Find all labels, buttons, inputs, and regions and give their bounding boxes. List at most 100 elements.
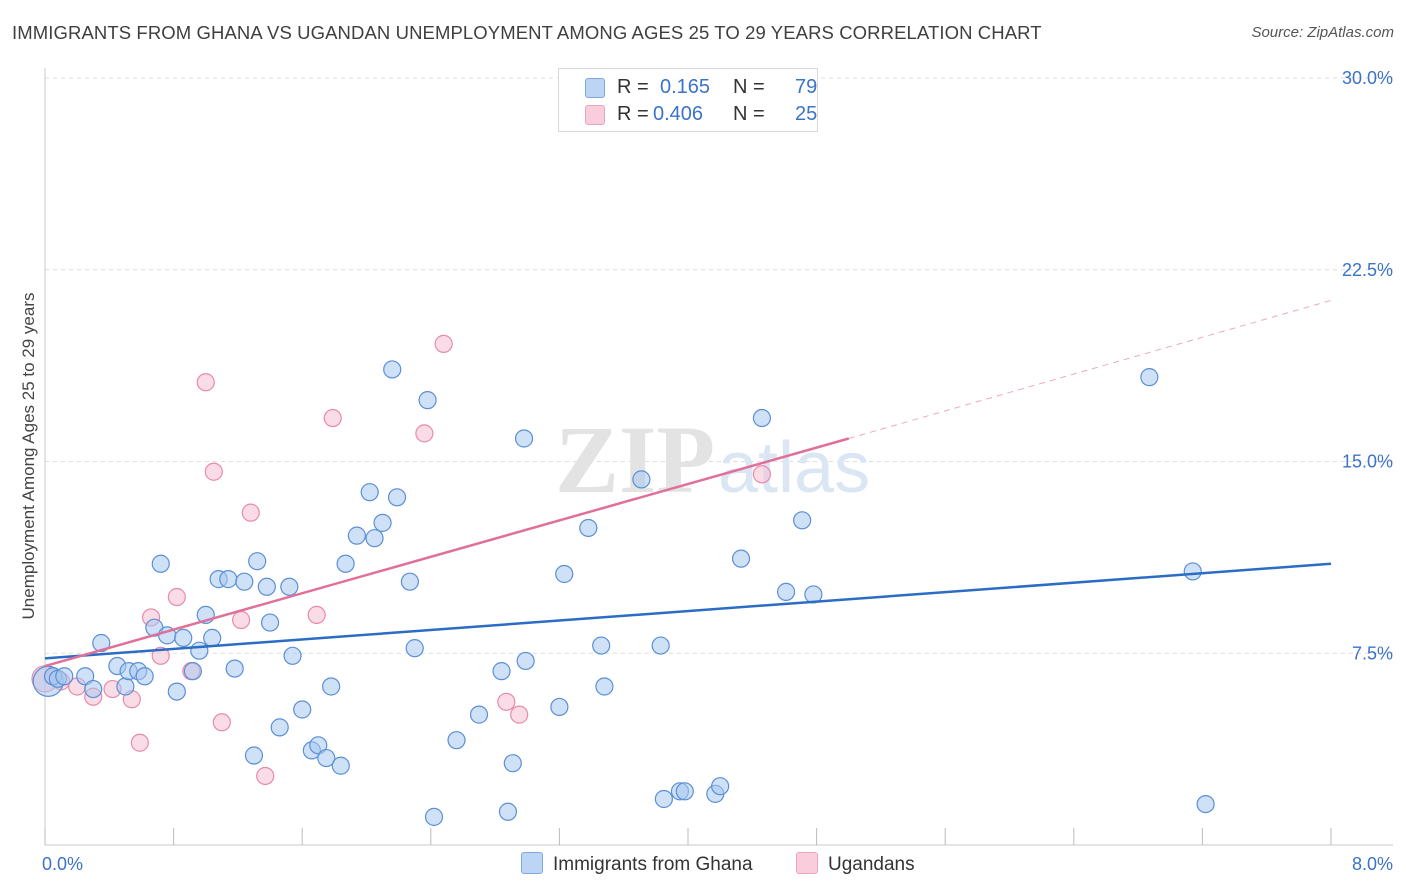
y-tick-label: 7.5% (1352, 643, 1393, 663)
ghana-point (331, 756, 350, 775)
y-tick-label: 15.0% (1342, 452, 1393, 472)
ugandans-point (167, 587, 186, 607)
ugandans-point (307, 605, 326, 625)
ghana-point (752, 408, 772, 428)
x-tick-label: 8.0% (1352, 854, 1393, 874)
ghana-point (654, 789, 673, 809)
ugandans-trend-line (44, 437, 850, 668)
ghana-point (383, 360, 402, 379)
ghana-point (322, 677, 341, 696)
ghana-point (347, 526, 366, 545)
ghana-point (592, 636, 611, 655)
bottom-legend-label-ghana: Immigrants from Ghana (553, 854, 753, 875)
axes (44, 68, 1393, 846)
ghana-point (116, 677, 135, 696)
ghana-point (498, 802, 518, 821)
legend-box: R = 0.165 N = 79 R = 0.406 N = 25 (558, 68, 818, 132)
ghana-point (651, 636, 670, 655)
ghana-point (514, 429, 534, 448)
ghana-points (32, 360, 1215, 826)
chart-title: IMMIGRANTS FROM GHANA VS UGANDAN UNEMPLO… (12, 22, 1042, 43)
legend-r-value-ugandans: 0.406 (653, 103, 704, 125)
ugandans-point (510, 705, 529, 724)
ghana-point (260, 613, 280, 632)
ghana-point (418, 391, 437, 410)
ghana-point (55, 667, 74, 686)
y-axis-label: Unemployment Among Ages 25 to 29 years (19, 292, 38, 620)
ghana-point (1140, 368, 1159, 387)
ghana-point (503, 754, 522, 773)
ghana-point (309, 736, 328, 755)
ghana-point (595, 677, 614, 696)
ghana-point (632, 470, 651, 489)
ghana-point (793, 511, 812, 530)
ugandans-point (241, 503, 260, 522)
ghana-trend-line (44, 562, 1332, 660)
ghana-point (336, 554, 355, 573)
ugandans-trend-extension (848, 299, 1332, 439)
ugandans-point (497, 692, 516, 711)
bottom-legend-swatch-ugandans (796, 852, 818, 874)
ghana-point (550, 697, 569, 717)
ugandans-point (232, 610, 251, 630)
ghana-point (183, 662, 202, 681)
legend-r-label: R = (617, 76, 649, 98)
watermark-zip: ZIP (555, 406, 715, 513)
legend-r-label: R = (617, 103, 649, 125)
bottom-legend-ghana: Immigrants from Ghana (521, 852, 753, 876)
ghana-point (235, 572, 254, 591)
ugandans-point (434, 334, 453, 353)
tick-labels: 7.5% 15.0% 22.5% 30.0% 0.0% 8.0% (42, 68, 1393, 874)
ghana-point (579, 518, 598, 538)
watermark: ZIP atlas (555, 406, 870, 513)
ghana-point (84, 679, 103, 699)
ghana-point (400, 572, 420, 591)
ghana-point (424, 807, 444, 826)
legend-swatch-ghana (585, 78, 605, 98)
ghana-point (225, 659, 244, 678)
ghana-point (731, 549, 751, 568)
bottom-legend-label-ugandans: Ugandans (828, 854, 915, 875)
ugandans-point (323, 408, 342, 428)
ghana-point (257, 577, 276, 596)
legend-n-value-ghana: 79 (795, 76, 818, 98)
ghana-point (92, 633, 111, 653)
ugandans-point (151, 646, 170, 665)
legend-n-value-ugandans: 25 (795, 103, 818, 125)
ugandans-point (212, 713, 231, 732)
ghana-point (373, 513, 392, 532)
legend-n-label: N = (733, 103, 765, 125)
ghana-point (555, 564, 574, 584)
ugandans-point (204, 462, 223, 481)
ghana-point (219, 570, 238, 589)
trend-lines (44, 299, 1332, 668)
ghana-point (469, 705, 489, 724)
ghana-point (675, 782, 694, 801)
ugandans-point (196, 373, 215, 392)
ghana-point (190, 641, 209, 660)
legend-swatch-ugandans (585, 105, 605, 125)
legend-r-value-ghana: 0.165 (660, 76, 711, 98)
ghana-point (135, 667, 154, 686)
ghana-point (360, 483, 379, 502)
ghana-point (405, 639, 424, 658)
ugandans-point (256, 766, 275, 786)
bottom-legend-ugandans: Ugandans (796, 852, 915, 876)
ghana-point (293, 700, 312, 719)
ghana-point (203, 628, 222, 648)
ugandans-point (752, 465, 772, 484)
ugandans-point (130, 733, 149, 752)
ghana-point (492, 662, 511, 681)
ghana-point (151, 554, 170, 573)
x-tick-label: 0.0% (42, 854, 83, 874)
ghana-point (167, 682, 186, 701)
ghana-point (317, 748, 336, 768)
ghana-point (280, 577, 299, 596)
ugandans-points (31, 334, 772, 786)
legend-n-label: N = (733, 76, 765, 98)
ghana-point (516, 651, 535, 671)
ghana-point (76, 667, 95, 686)
ghana-point (1196, 794, 1215, 814)
ghana-point (365, 529, 384, 548)
ghana-point (174, 628, 193, 648)
